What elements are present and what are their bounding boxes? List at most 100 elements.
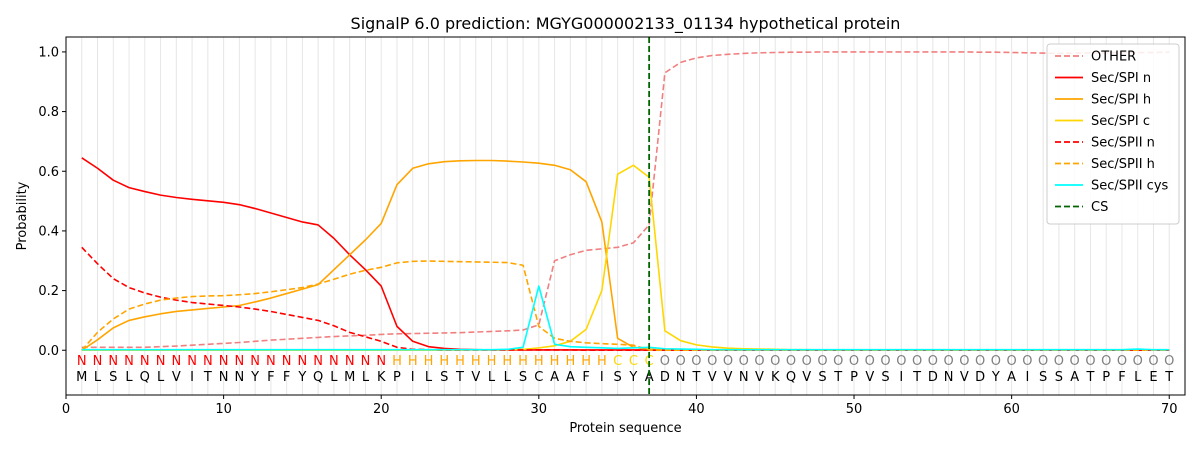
region-label: O bbox=[707, 354, 717, 369]
region-label: C bbox=[613, 354, 622, 369]
residue-letter: F bbox=[267, 370, 274, 385]
residue-letter: I bbox=[1025, 370, 1029, 385]
legend-label: CS bbox=[1091, 200, 1108, 215]
x-tick-label: 70 bbox=[1161, 402, 1178, 417]
residue-letter: I bbox=[899, 370, 903, 385]
region-label: O bbox=[1085, 354, 1095, 369]
legend-label: Sec/SPI h bbox=[1091, 93, 1151, 108]
region-label: H bbox=[471, 354, 481, 369]
x-tick-label: 10 bbox=[215, 402, 232, 417]
region-label: O bbox=[770, 354, 780, 369]
residue-letter: D bbox=[928, 370, 938, 385]
region-label: N bbox=[282, 354, 292, 369]
residue-letter: K bbox=[377, 370, 386, 385]
y-tick-label: 0.4 bbox=[38, 224, 59, 239]
residue-letter: S bbox=[109, 370, 117, 385]
region-label: O bbox=[991, 354, 1001, 369]
y-tick-label: 0.8 bbox=[38, 105, 59, 120]
residue-letter: Q bbox=[313, 370, 323, 385]
region-label: O bbox=[1117, 354, 1127, 369]
residue-letter: T bbox=[912, 370, 921, 385]
x-tick-label: 60 bbox=[1003, 402, 1020, 417]
region-label: N bbox=[250, 354, 260, 369]
residue-letter: S bbox=[818, 370, 826, 385]
residue-letter: N bbox=[944, 370, 954, 385]
residue-letter: Y bbox=[991, 370, 1000, 385]
region-label: N bbox=[156, 354, 166, 369]
residue-letter: N bbox=[739, 370, 749, 385]
residue-letter: S bbox=[519, 370, 527, 385]
residue-letter: L bbox=[425, 370, 433, 385]
y-tick-label: 0.6 bbox=[38, 165, 59, 180]
residue-letter: Y bbox=[297, 370, 306, 385]
residue-letter: S bbox=[1055, 370, 1063, 385]
region-label: N bbox=[171, 354, 181, 369]
region-label: N bbox=[234, 354, 244, 369]
residue-letter: A bbox=[550, 370, 559, 385]
region-label: H bbox=[597, 354, 607, 369]
plot-frame bbox=[65, 36, 1186, 396]
y-tick-label: 0.2 bbox=[38, 284, 59, 299]
region-label: O bbox=[1148, 354, 1158, 369]
residue-letter: A bbox=[645, 370, 654, 385]
region-label: O bbox=[975, 354, 985, 369]
region-label: N bbox=[187, 354, 197, 369]
series-line-sec-spi-n bbox=[81, 157, 1170, 352]
region-label: N bbox=[77, 354, 87, 369]
residue-letter: Y bbox=[628, 370, 637, 385]
region-label: O bbox=[912, 354, 922, 369]
region-label: N bbox=[329, 354, 339, 369]
residue-letter: L bbox=[504, 370, 512, 385]
residue-letter: M bbox=[344, 370, 355, 385]
residue-letter: L bbox=[157, 370, 165, 385]
region-label: O bbox=[723, 354, 733, 369]
legend-label: OTHER bbox=[1091, 50, 1136, 65]
residue-letter: I bbox=[411, 370, 415, 385]
region-label: O bbox=[959, 354, 969, 369]
legend-label: Sec/SPII cys bbox=[1091, 179, 1169, 194]
region-label: N bbox=[345, 354, 355, 369]
residue-letter: P bbox=[850, 370, 858, 385]
region-label: H bbox=[518, 354, 528, 369]
series-line-other bbox=[81, 51, 1170, 349]
residue-letter: S bbox=[881, 370, 889, 385]
x-tick-label: 50 bbox=[846, 402, 863, 417]
region-label: O bbox=[1101, 354, 1111, 369]
region-label: O bbox=[786, 354, 796, 369]
y-axis-title: Probability bbox=[15, 181, 30, 250]
residue-letter: F bbox=[582, 370, 589, 385]
y-tick-label: 1.0 bbox=[38, 45, 59, 60]
region-label: O bbox=[1007, 354, 1017, 369]
residue-letter: V bbox=[755, 370, 764, 385]
region-label: N bbox=[124, 354, 134, 369]
residue-letter: I bbox=[600, 370, 604, 385]
axes: 0 10 20 30 40 50 60 70 0.0 0.2 0.4 0.6 0.8 1.0 bbox=[38, 36, 1186, 417]
residue-letter: F bbox=[1118, 370, 1125, 385]
residue-letter: L bbox=[330, 370, 338, 385]
residue-letter: V bbox=[960, 370, 969, 385]
region-label: O bbox=[1070, 354, 1080, 369]
residue-letter: V bbox=[708, 370, 717, 385]
region-label: O bbox=[928, 354, 938, 369]
residue-letter: M bbox=[76, 370, 87, 385]
residue-letter: L bbox=[125, 370, 133, 385]
residue-letter: V bbox=[172, 370, 181, 385]
residue-letter: N bbox=[219, 370, 229, 385]
x-tick-label: 20 bbox=[373, 402, 390, 417]
residue-letter: Q bbox=[786, 370, 796, 385]
region-label: O bbox=[739, 354, 749, 369]
region-label: N bbox=[108, 354, 118, 369]
region-label: N bbox=[219, 354, 229, 369]
series-line-sec-spii-h bbox=[81, 260, 1170, 352]
region-label: H bbox=[550, 354, 560, 369]
region-label: O bbox=[1054, 354, 1064, 369]
region-label: C bbox=[629, 354, 638, 369]
series-lines bbox=[81, 37, 1170, 395]
residue-letter: L bbox=[488, 370, 496, 385]
region-label: H bbox=[424, 354, 434, 369]
region-label: O bbox=[1022, 354, 1032, 369]
region-label: O bbox=[691, 354, 701, 369]
region-label: O bbox=[896, 354, 906, 369]
region-label: H bbox=[487, 354, 497, 369]
